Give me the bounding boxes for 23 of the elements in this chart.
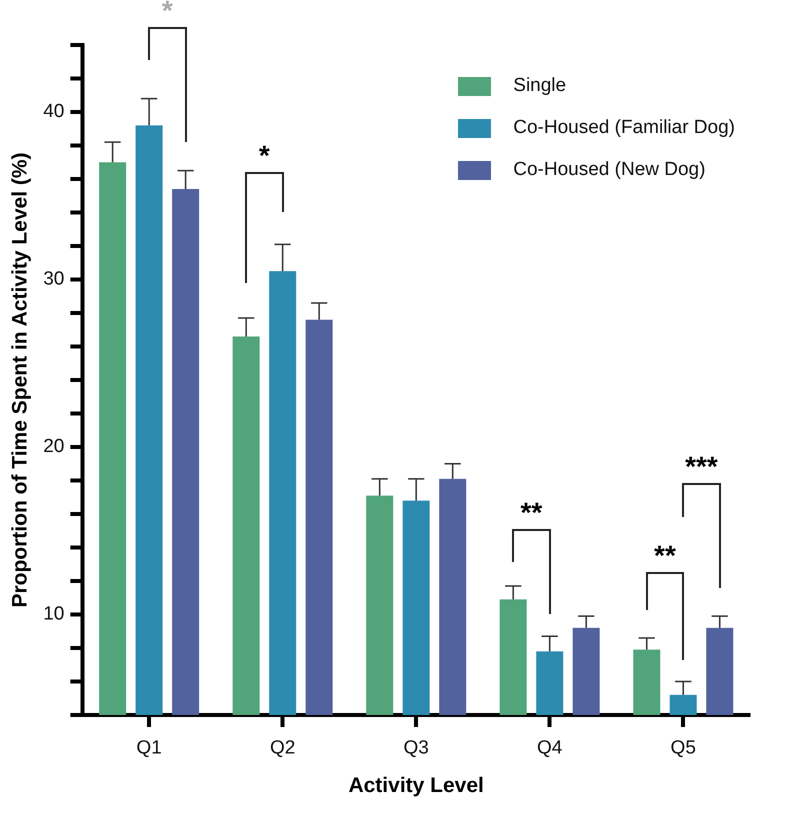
annotation: * — [258, 140, 270, 171]
bracket: ** — [512, 498, 551, 614]
annotation: ** — [654, 540, 676, 572]
y-tick-label: 10 — [43, 604, 64, 625]
x-tick-label: Q3 — [403, 738, 429, 759]
legend-label: Co-Housed (Familiar Dog) — [513, 117, 735, 139]
y-tick-label: 40 — [43, 101, 64, 122]
y-axis-title: Proportion of Time Spent in Activity Level (%) — [8, 152, 32, 608]
x-tick-label: Q5 — [670, 738, 696, 759]
bracket: * — [148, 0, 187, 142]
legend-label: Single — [513, 75, 566, 97]
legend-label: Co-Housed (New Dog) — [513, 159, 706, 181]
bracket: * — [245, 142, 284, 283]
x-tick-label: Q1 — [136, 738, 162, 759]
y-tick-label: 30 — [43, 268, 64, 290]
x-tick-label: Q4 — [537, 738, 563, 759]
x-axis-title: Activity Level — [348, 774, 484, 798]
annotation: ** — [520, 496, 542, 528]
x-tick-label: Q2 — [270, 738, 296, 759]
bracket: *** — [682, 452, 721, 588]
annotation: *** — [685, 450, 718, 482]
y-tick-label: 20 — [43, 436, 64, 458]
bracket: ** — [646, 542, 684, 660]
